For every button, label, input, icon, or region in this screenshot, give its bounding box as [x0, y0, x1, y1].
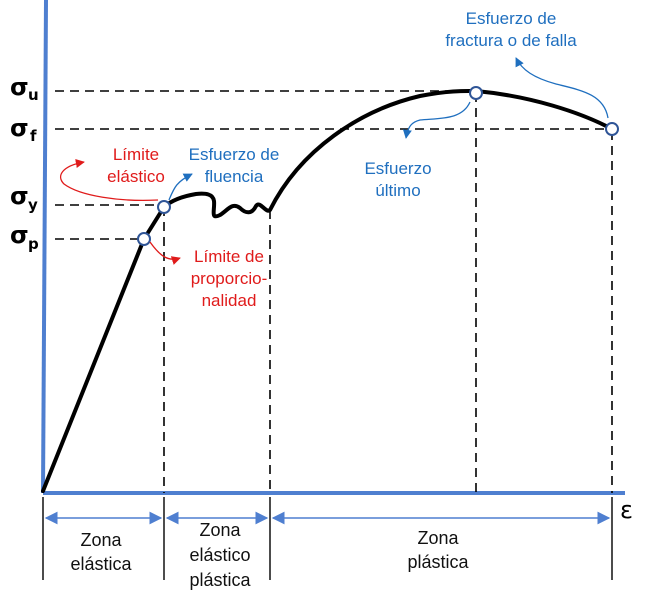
svg-text:σ: σ [10, 73, 29, 101]
fracture-point [605, 122, 619, 136]
elastic-limit-pointer-arrow [60, 158, 159, 202]
svg-text:Límite de: Límite de [194, 247, 264, 266]
svg-text:nalidad: nalidad [202, 291, 257, 310]
sigma-u-label: σ u [10, 73, 39, 104]
svg-text:p: p [28, 235, 39, 253]
fracture-pointer-arrow [515, 57, 609, 119]
yield-stress-annotation: Esfuerzo de fluencia [189, 145, 280, 186]
elastic-limit-annotation: Límite elástico [107, 145, 165, 186]
fracture-stress-annotation: Esfuerzo de fractura o de falla [445, 9, 577, 50]
svg-text:Esfuerzo de: Esfuerzo de [189, 145, 280, 164]
svg-text:u: u [28, 86, 39, 104]
svg-text:Límite: Límite [113, 145, 159, 164]
proportional-limit-point [137, 232, 151, 246]
svg-text:σ: σ [10, 182, 29, 210]
svg-text:fluencia: fluencia [205, 167, 264, 186]
svg-text:Zona: Zona [80, 530, 122, 550]
svg-text:Zona: Zona [417, 528, 459, 548]
svg-text:plástica: plástica [189, 570, 251, 590]
svg-text:elástico: elástico [107, 167, 165, 186]
sigma-p-label: σ p [10, 221, 39, 253]
svg-text:proporcio-: proporcio- [191, 269, 268, 288]
sigma-y-label: σ y [10, 182, 38, 214]
ultimate-pointer-arrow [402, 101, 471, 139]
elastic-plastic-zone-label: Zona elástico plástica [189, 520, 251, 590]
strain-symbol: ε [620, 496, 633, 524]
svg-text:elástica: elástica [70, 554, 132, 574]
plastic-zone-label: Zona plástica [407, 528, 469, 572]
svg-text:elástico: elástico [189, 545, 250, 565]
stress-axis [41, 0, 48, 494]
svg-text:Esfuerzo: Esfuerzo [364, 159, 431, 178]
svg-text:Esfuerzo de: Esfuerzo de [466, 9, 557, 28]
svg-text:σ: σ [10, 221, 29, 249]
elastic-limit-point [157, 200, 171, 214]
elastic-zone-label: Zona elástica [70, 530, 132, 574]
proportional-limit-annotation: Límite de proporcio- nalidad [191, 247, 268, 310]
stress-strain-curve [41, 88, 614, 493]
svg-text:f: f [30, 127, 37, 145]
ultimate-stress-annotation: Esfuerzo último [364, 159, 431, 200]
sigma-f-label: σ f [10, 114, 37, 145]
svg-text:y: y [28, 196, 38, 214]
svg-text:plástica: plástica [407, 552, 469, 572]
svg-text:σ: σ [10, 114, 29, 142]
ultimate-stress-point [469, 86, 483, 100]
svg-text:fractura o de falla: fractura o de falla [445, 31, 577, 50]
yield-pointer-arrow [168, 173, 193, 201]
svg-text:último: último [375, 181, 420, 200]
svg-text:Zona: Zona [199, 520, 241, 540]
proportional-limit-pointer-arrow [149, 241, 181, 265]
